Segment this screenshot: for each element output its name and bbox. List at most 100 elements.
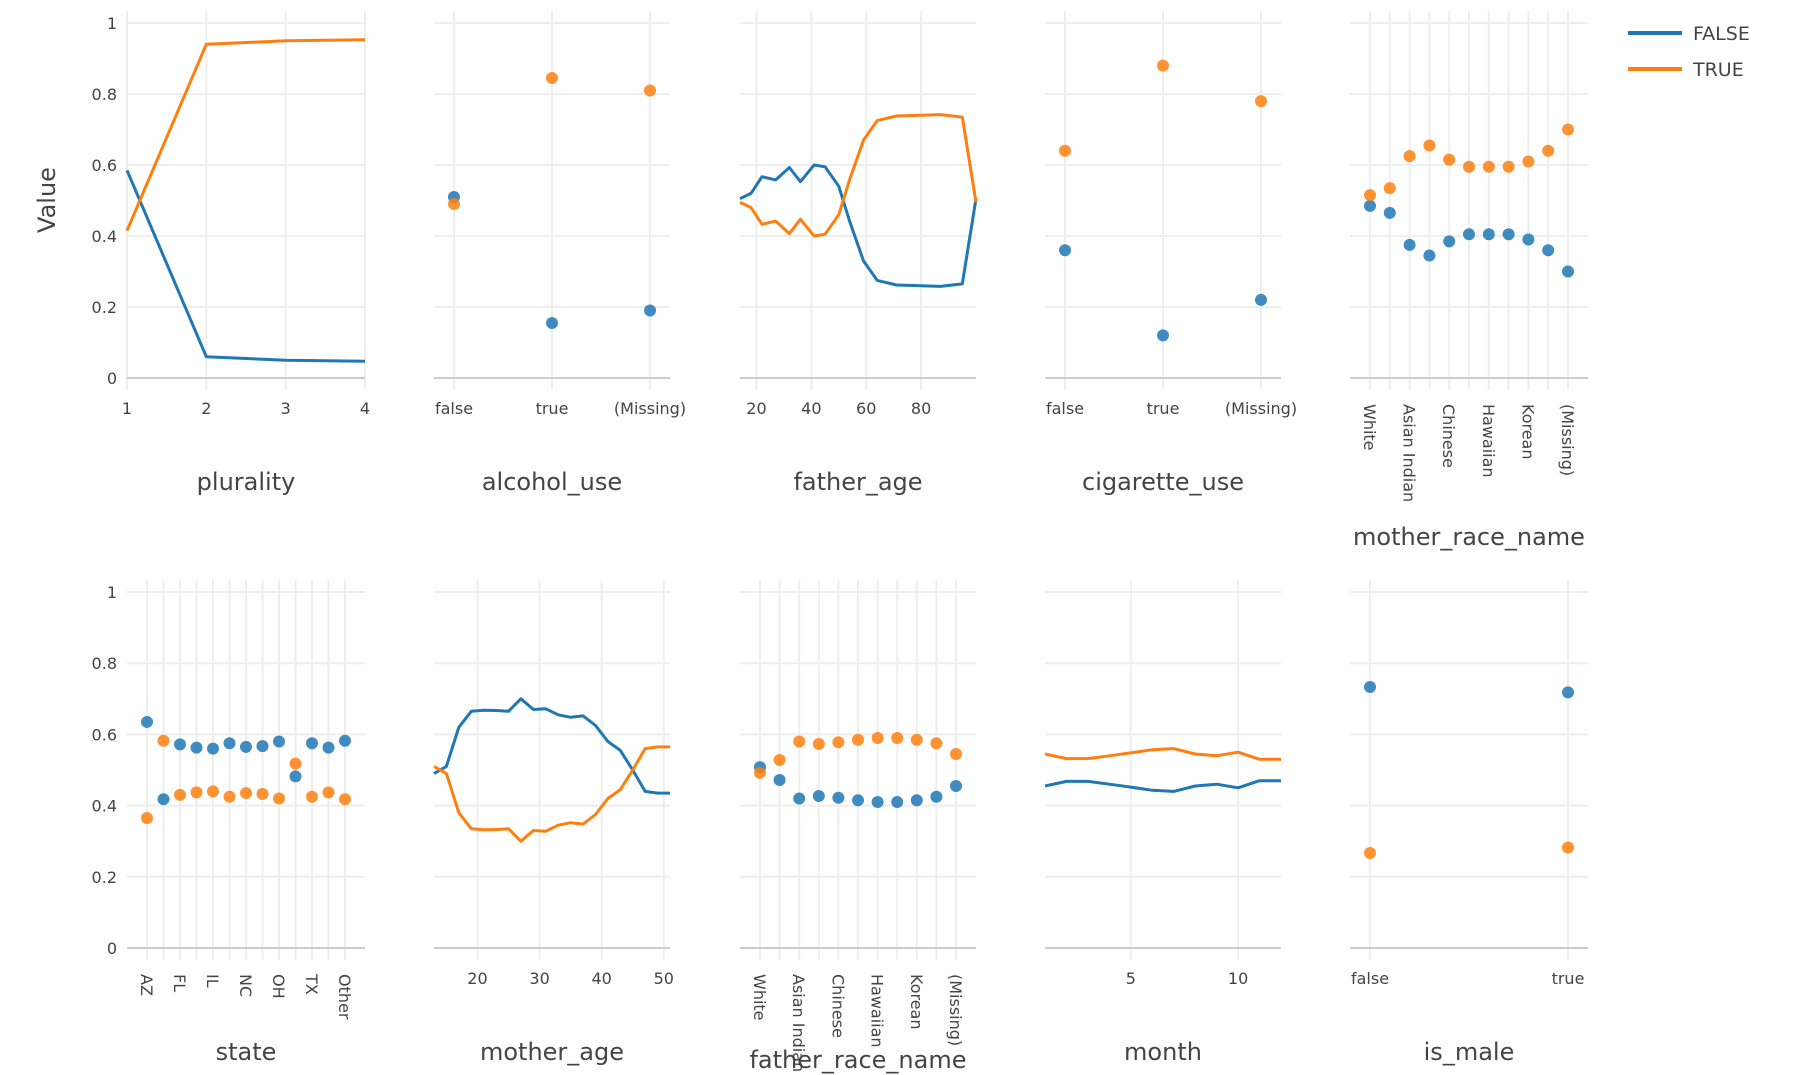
- data-point: [207, 742, 219, 755]
- x-axis-title: state: [216, 1038, 277, 1066]
- x-tick-label: 60: [856, 399, 876, 418]
- x-tick-label: 1: [122, 399, 132, 418]
- x-axis-title: mother_race_name: [1353, 523, 1585, 551]
- data-point: [190, 741, 203, 754]
- panel-alcohol_use: false true (Missing) alcohol_use: [434, 11, 686, 496]
- series-TRUE: [739, 113, 978, 238]
- x-tick-label: 4: [360, 399, 370, 418]
- series-TRUE: [754, 731, 962, 779]
- data-point: [910, 733, 923, 746]
- panel-father_race_name: White Asian Indian Chinese Hawaiian Korean (M…: [740, 580, 976, 1074]
- series-FALSE: [141, 715, 351, 806]
- series-FALSE: [739, 163, 978, 288]
- data-point: [174, 738, 186, 751]
- x-tick-label: false: [1046, 399, 1084, 418]
- x-tick-label: TX: [302, 973, 321, 995]
- data-point: [1364, 199, 1376, 212]
- series-line: [1044, 779, 1281, 793]
- data-point: [644, 84, 656, 97]
- x-tick-label: 5: [1126, 969, 1136, 988]
- legend: FALSE TRUE: [1628, 23, 1750, 81]
- data-point: [754, 766, 766, 779]
- data-point: [1463, 228, 1475, 241]
- y-tick-label: 0: [107, 369, 117, 388]
- data-point: [546, 72, 558, 85]
- y-tick-label: 1: [107, 583, 117, 602]
- x-tick-label: Other: [335, 974, 354, 1020]
- x-tick-label: (Missing): [614, 399, 686, 418]
- data-point: [306, 790, 318, 803]
- data-point: [322, 741, 335, 754]
- series-TRUE: [1364, 123, 1574, 202]
- x-tick-label: 10: [1228, 969, 1248, 988]
- x-tick-label: false: [1351, 969, 1389, 988]
- data-point: [1443, 235, 1456, 248]
- data-point: [832, 736, 845, 749]
- data-point: [1502, 160, 1515, 173]
- panel-father_age: 20 40 60 80 father_age: [739, 11, 978, 496]
- data-point: [1255, 293, 1267, 306]
- data-point: [339, 734, 351, 747]
- x-tick-label: Chinese: [1439, 404, 1458, 468]
- data-point: [852, 794, 864, 807]
- data-point: [157, 793, 170, 806]
- data-point: [339, 793, 351, 806]
- series-TRUE: [1364, 841, 1574, 859]
- data-point: [256, 740, 269, 753]
- y-tick-label: 0.8: [92, 654, 117, 673]
- legend-label: TRUE: [1692, 59, 1744, 81]
- x-tick-label: NC: [236, 974, 255, 997]
- x-tick-label: 30: [529, 969, 549, 988]
- data-point: [852, 733, 864, 746]
- x-tick-label: (Missing): [946, 974, 965, 1046]
- y-tick-label: 0.6: [92, 725, 117, 744]
- x-tick-label: true: [1552, 969, 1585, 988]
- x-tick-label: OH: [269, 974, 288, 999]
- panel-mother_race_name: White Asian Indian Chinese Hawaiian Korean (M…: [1350, 11, 1588, 551]
- data-point: [1403, 150, 1416, 163]
- x-tick-label: Asian Indian: [789, 974, 808, 1072]
- data-point: [1443, 153, 1456, 166]
- series-line: [125, 38, 366, 232]
- legend-item-FALSE: FALSE: [1628, 23, 1750, 45]
- x-tick-label: (Missing): [1558, 404, 1577, 476]
- series-line: [739, 163, 978, 288]
- data-point: [1562, 265, 1574, 278]
- y-tick-label: 0.6: [92, 156, 117, 175]
- data-point: [240, 787, 252, 800]
- panel-plurality: 0 0.2 0.4 0.6 0.8 1 1 2 3 4 plurality: [92, 11, 370, 496]
- data-point: [223, 737, 236, 750]
- data-point: [1157, 59, 1169, 72]
- x-tick-label: AZ: [137, 974, 156, 996]
- panel-mother_age: 20 30 40 50 mother_age: [433, 580, 674, 1066]
- x-tick-label: FL: [170, 974, 189, 992]
- data-point: [306, 737, 318, 750]
- data-point: [1562, 841, 1574, 854]
- series-FALSE: [754, 761, 962, 809]
- x-tick-label: 2: [201, 399, 211, 418]
- data-point: [273, 735, 285, 748]
- data-point: [1364, 846, 1376, 859]
- data-point: [793, 792, 806, 805]
- panel-is_male: false true is_male: [1350, 580, 1588, 1066]
- x-tick-label: false: [435, 399, 473, 418]
- data-point: [157, 734, 170, 747]
- x-axis-title: plurality: [197, 468, 296, 496]
- data-point: [1463, 160, 1475, 173]
- panel-cigarette_use: false true (Missing) cigarette_use: [1045, 11, 1297, 496]
- data-point: [773, 773, 786, 786]
- data-point: [793, 735, 806, 748]
- x-tick-label: Hawaiian: [868, 974, 887, 1048]
- y-axis-title: Value: [33, 167, 61, 233]
- data-point: [950, 780, 962, 793]
- legend-item-TRUE: TRUE: [1628, 59, 1744, 81]
- data-point: [1364, 681, 1376, 694]
- x-axis-title: mother_age: [480, 1038, 624, 1066]
- data-point: [812, 738, 825, 751]
- data-point: [871, 731, 884, 744]
- data-point: [1255, 95, 1267, 108]
- x-tick-label: White: [1360, 404, 1379, 451]
- data-point: [1522, 155, 1535, 168]
- series-line: [433, 745, 670, 843]
